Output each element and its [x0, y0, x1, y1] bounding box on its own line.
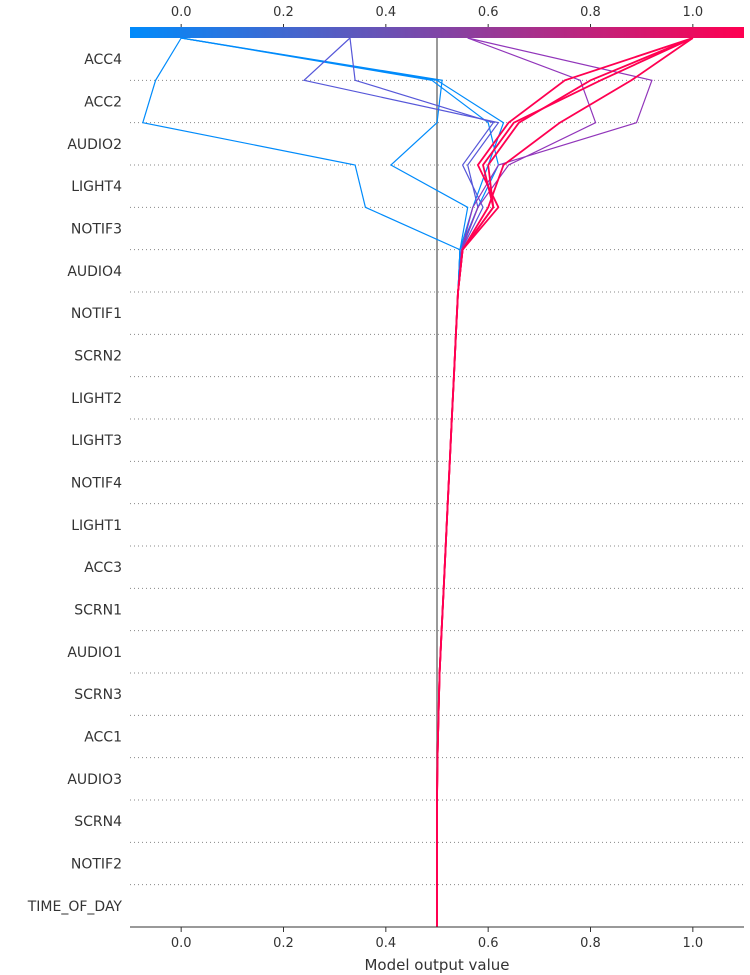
feature-label: NOTIF4 [71, 476, 122, 492]
x-tick-label: 0.8 [580, 936, 601, 951]
decision-path [436, 37, 694, 927]
feature-label: ACC2 [84, 95, 122, 111]
decision-path [181, 37, 505, 927]
colorbar-tick-label: 1.0 [682, 5, 703, 20]
decision-path [181, 37, 500, 927]
colorbar-gradient [130, 27, 744, 38]
colorbar: 0.0 0.2 0.4 0.6 0.8 1.0 [130, 5, 744, 38]
decision-path [142, 37, 461, 927]
feature-label: SCRN1 [74, 603, 122, 619]
feature-label: NOTIF2 [71, 857, 122, 873]
x-axis-label: Model output value [364, 956, 509, 974]
feature-label: AUDIO1 [67, 645, 122, 661]
feature-label: LIGHT1 [71, 518, 122, 534]
feature-label: ACC1 [84, 730, 122, 746]
feature-label: ACC3 [84, 560, 122, 576]
feature-label: LIGHT2 [71, 391, 122, 407]
x-tick-label: 0.4 [375, 936, 396, 951]
feature-label: LIGHT3 [71, 433, 122, 449]
colorbar-tick-label: 0.2 [273, 5, 294, 20]
colorbar-tick-label: 0.6 [478, 5, 499, 20]
decision-path [436, 37, 694, 927]
colorbar-tick-label: 0.4 [375, 5, 396, 20]
x-tick-label: 0.6 [478, 936, 499, 951]
x-axis: 0.0 0.2 0.4 0.6 0.8 1.0 Model output value [130, 926, 744, 974]
decision-path [436, 37, 694, 927]
feature-label: SCRN3 [74, 687, 122, 703]
feature-label: TIME_OF_DAY [27, 899, 123, 915]
decision-path [181, 37, 469, 927]
feature-label: NOTIF3 [71, 222, 122, 238]
feature-label: SCRN4 [74, 814, 122, 830]
decision-path [436, 37, 694, 927]
feature-label: AUDIO2 [67, 137, 122, 153]
feature-label: ACC4 [84, 52, 122, 68]
feature-label: SCRN2 [74, 349, 122, 365]
feature-label: NOTIF1 [71, 306, 122, 322]
decision-path [436, 37, 597, 927]
colorbar-tick-label: 0.8 [580, 5, 601, 20]
feature-label: AUDIO4 [67, 264, 122, 280]
x-tick-label: 1.0 [682, 936, 703, 951]
decision-path [349, 37, 495, 927]
x-tick-label: 0.0 [171, 936, 192, 951]
feature-label: AUDIO3 [67, 772, 122, 788]
x-tick-label: 0.2 [273, 936, 294, 951]
colorbar-tick-label: 0.0 [171, 5, 192, 20]
feature-label: LIGHT4 [71, 179, 122, 195]
